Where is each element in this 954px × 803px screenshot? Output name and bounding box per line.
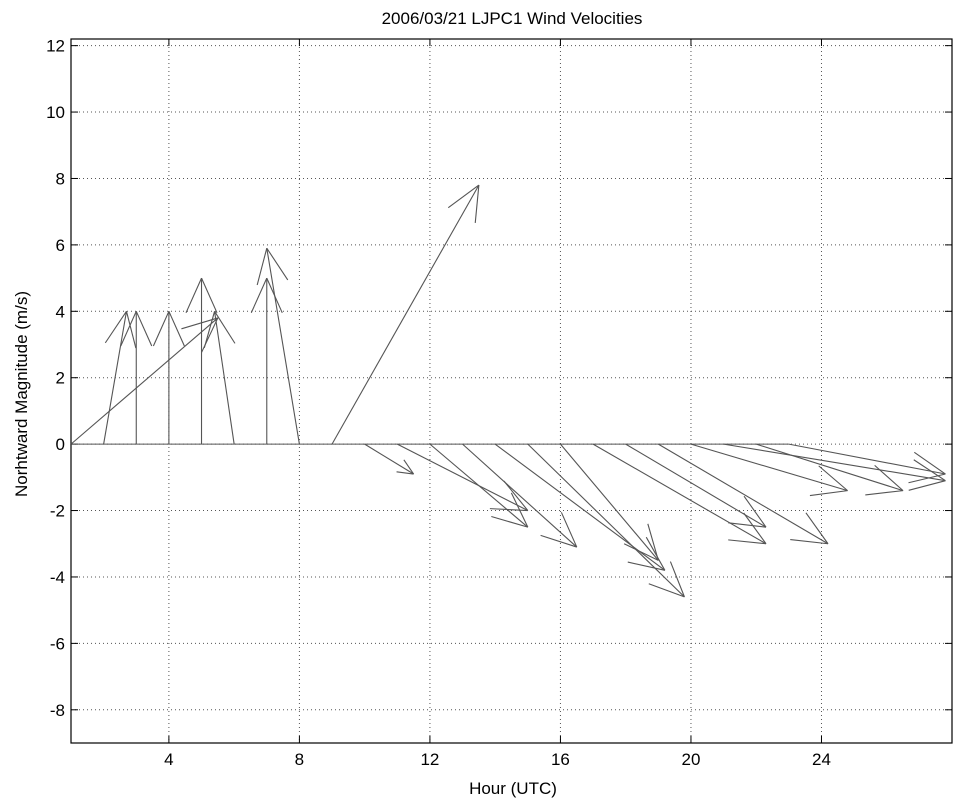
wind-arrow bbox=[397, 443, 529, 512]
y-tick-label: -4 bbox=[50, 568, 65, 587]
y-tick-label: 0 bbox=[56, 435, 65, 454]
x-tick-label: 20 bbox=[682, 750, 701, 769]
wind-arrow bbox=[152, 311, 185, 445]
wind-arrow bbox=[103, 310, 137, 445]
plot-frame bbox=[70, 38, 953, 744]
y-tick-label: 4 bbox=[56, 302, 65, 321]
wind-arrow bbox=[560, 443, 659, 561]
x-axis-label: Hour (UTC) bbox=[469, 779, 557, 798]
y-tick-label: 6 bbox=[56, 236, 65, 255]
wind-arrow bbox=[429, 443, 529, 528]
wind-arrow bbox=[120, 311, 153, 445]
wind-vectors bbox=[70, 184, 946, 598]
y-tick-label: 8 bbox=[56, 169, 65, 188]
y-tick-label: -6 bbox=[50, 634, 65, 653]
wind-arrow bbox=[756, 443, 904, 496]
wind-arrow bbox=[788, 443, 946, 484]
chart-title: 2006/03/21 LJPC1 Wind Velocities bbox=[382, 9, 643, 28]
wind-arrow bbox=[250, 277, 283, 445]
x-tick-label: 8 bbox=[295, 750, 304, 769]
y-tick-label: 12 bbox=[46, 37, 65, 56]
x-tick-label: 12 bbox=[420, 750, 439, 769]
x-tick-label: 24 bbox=[812, 750, 831, 769]
x-tick-label: 4 bbox=[164, 750, 173, 769]
wind-arrow bbox=[203, 311, 236, 445]
wind-arrow bbox=[462, 443, 578, 548]
x-tick-label: 16 bbox=[551, 750, 570, 769]
y-tick-label: 10 bbox=[46, 103, 65, 122]
wind-arrow bbox=[256, 247, 300, 445]
wind-arrow bbox=[690, 443, 848, 497]
y-tick-label: -2 bbox=[50, 502, 65, 521]
wind-arrow bbox=[527, 443, 685, 598]
grid-lines bbox=[71, 39, 952, 743]
wind-arrow bbox=[592, 443, 767, 545]
y-tick-label: 2 bbox=[56, 369, 65, 388]
wind-arrow bbox=[70, 317, 219, 445]
wind-arrow bbox=[331, 184, 480, 445]
wind-arrow bbox=[658, 443, 829, 545]
y-tick-label: -8 bbox=[50, 701, 65, 720]
wind-arrow bbox=[185, 277, 218, 445]
axes bbox=[70, 38, 953, 744]
y-axis-label: Norhtward Magnitude (m/s) bbox=[12, 291, 31, 497]
wind-arrow bbox=[364, 443, 415, 475]
wind-arrow bbox=[723, 443, 946, 491]
wind-arrow bbox=[625, 443, 767, 528]
